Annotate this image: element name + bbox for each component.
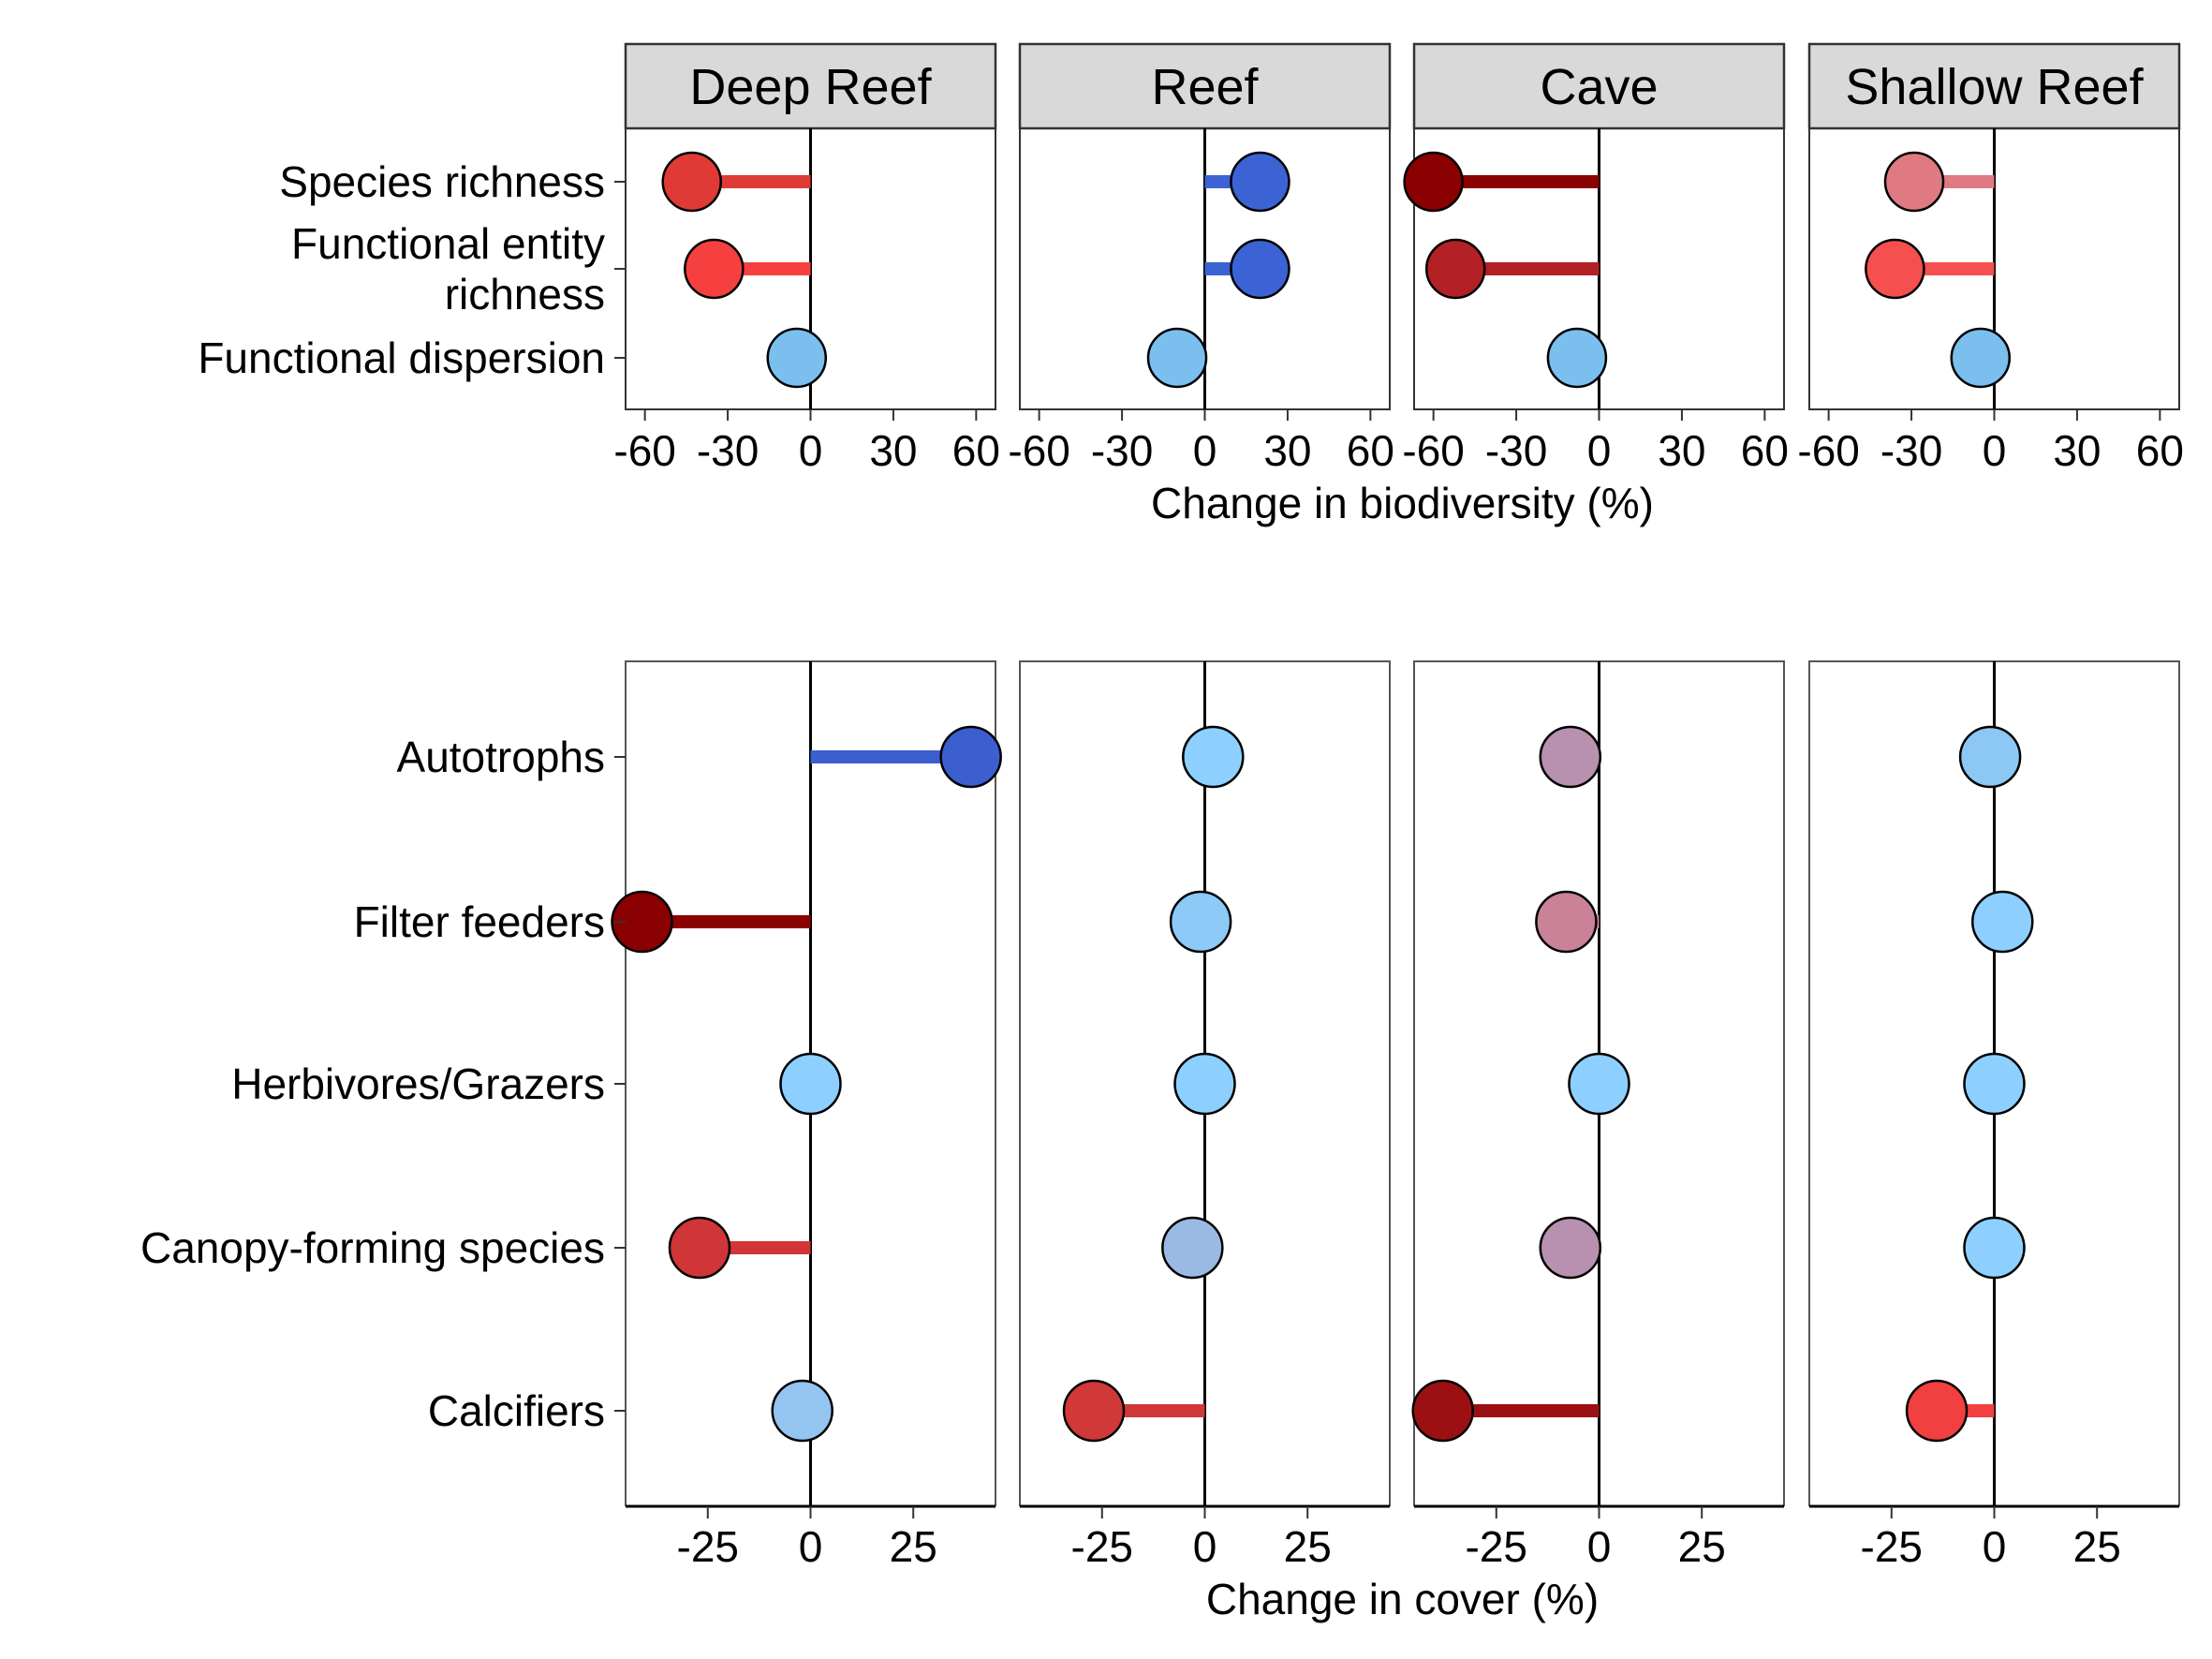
lollipop-point xyxy=(1905,1379,1969,1443)
x-tick-label: 60 xyxy=(2136,426,2184,475)
x-tick-label: -25 xyxy=(1071,1522,1133,1571)
panel-cave: -25 0 25 xyxy=(1411,660,1785,1571)
lollipop-point xyxy=(684,238,745,300)
lollipop-point xyxy=(1568,1052,1630,1116)
strip-label: Deep Reef xyxy=(689,59,932,115)
lollipop-point xyxy=(1146,327,1208,389)
x-tick-label: 0 xyxy=(1587,426,1612,475)
y-category-label: Autotrophs xyxy=(397,733,605,781)
chart-1: Deep Reef -60 -30 0 30 60 Reef -60 -30 0 30 60 Cave -… xyxy=(198,42,2184,527)
panel-reef: -25 0 25 xyxy=(1019,660,1391,1571)
lollipop-point xyxy=(661,151,722,213)
lollipop-point xyxy=(1169,890,1232,954)
x-axis-title: Change in biodiversity (%) xyxy=(1151,479,1654,527)
x-tick-label: -25 xyxy=(677,1522,739,1571)
x-tick-label: -60 xyxy=(1402,426,1464,475)
lollipop-point xyxy=(1411,1379,1474,1443)
x-tick-label: 25 xyxy=(1678,1522,1726,1571)
y-category-label: Calcifiers xyxy=(428,1386,605,1435)
lollipop-point xyxy=(1971,890,2034,954)
panel-shallow-reef: -25 0 25 xyxy=(1808,660,2180,1571)
lollipop-point xyxy=(766,327,828,389)
x-axis-title: Change in cover (%) xyxy=(1206,1575,1599,1623)
x-tick-label: 0 xyxy=(1193,1522,1217,1571)
x-tick-label: -60 xyxy=(1008,426,1069,475)
panel-deep-reef: -25 0 25 xyxy=(611,660,1002,1571)
x-tick-label: 25 xyxy=(2073,1522,2121,1571)
lollipop-point xyxy=(1161,1216,1224,1280)
lollipop-point xyxy=(1546,327,1608,389)
x-tick-label: -60 xyxy=(613,426,675,475)
lollipop-point xyxy=(1963,1216,2026,1280)
x-tick-label: -25 xyxy=(1861,1522,1923,1571)
y-category-label: Functional entity richness xyxy=(291,219,605,318)
x-tick-label: -30 xyxy=(1091,426,1153,475)
x-tick-label: 0 xyxy=(1983,1522,2007,1571)
lollipop-point xyxy=(611,890,673,954)
x-tick-label: 30 xyxy=(869,426,917,475)
x-tick-label: 30 xyxy=(1263,426,1311,475)
lollipop-point xyxy=(1865,238,1925,300)
lollipop-point xyxy=(779,1052,842,1116)
lollipop-point xyxy=(1539,725,1602,789)
strip-header xyxy=(624,42,997,130)
x-tick-label: 0 xyxy=(799,1522,823,1571)
x-tick-label: -30 xyxy=(1880,426,1942,475)
x-tick-label: 60 xyxy=(1741,426,1789,475)
lollipop-point xyxy=(1535,890,1598,954)
x-tick-label: 0 xyxy=(1983,426,2007,475)
x-tick-label: 30 xyxy=(1658,426,1705,475)
x-tick-label: 60 xyxy=(952,426,1000,475)
chart-2: -25 0 25 -25 0 25 -25 0 25 -25 0 25 Autotrophs Filter… xyxy=(140,660,2180,1623)
x-tick-label: -60 xyxy=(1797,426,1859,475)
lollipop-point xyxy=(668,1216,731,1280)
strip-header xyxy=(1807,42,2181,130)
x-tick-label: 60 xyxy=(1347,426,1394,475)
y-category-label: Functional dispersion xyxy=(198,333,605,382)
lollipop-point xyxy=(939,725,1002,789)
y-category-label: Herbivores/Grazers xyxy=(231,1059,605,1108)
x-tick-label: 25 xyxy=(1284,1522,1332,1571)
panel-cave: Cave -60 -30 0 30 60 xyxy=(1402,42,1789,475)
x-tick-label: 0 xyxy=(799,426,823,475)
lollipop-point xyxy=(1230,238,1290,300)
lollipop-point xyxy=(1403,151,1464,213)
x-tick-label: -30 xyxy=(1485,426,1547,475)
x-tick-label: 30 xyxy=(2053,426,2101,475)
lollipop-point xyxy=(1062,1379,1126,1443)
x-tick-label: -30 xyxy=(697,426,759,475)
y-category-label: Filter feeders xyxy=(354,897,605,946)
y-category-label: Canopy-forming species xyxy=(140,1223,605,1272)
lollipop-point xyxy=(1963,1052,2026,1116)
lollipop-point xyxy=(1958,725,2022,789)
lollipop-point xyxy=(1883,151,1945,213)
lollipop-point xyxy=(1173,1052,1236,1116)
lollipop-point xyxy=(771,1379,833,1443)
strip-label: Shallow Reef xyxy=(1845,59,2144,115)
lollipop-point xyxy=(1539,1216,1602,1280)
x-tick-label: 0 xyxy=(1587,1522,1612,1571)
x-tick-label: -25 xyxy=(1466,1522,1527,1571)
strip-label: Cave xyxy=(1540,59,1658,115)
panel-shallow-reef: Shallow Reef -60 -30 0 30 60 xyxy=(1797,42,2184,475)
panel-deep-reef: Deep Reef -60 -30 0 30 60 xyxy=(613,42,1000,475)
lollipop-point xyxy=(1424,238,1486,300)
lollipop-point xyxy=(1230,151,1290,213)
strip-header xyxy=(1018,42,1392,130)
x-tick-label: 25 xyxy=(890,1522,937,1571)
lollipop-point xyxy=(1950,327,2012,389)
x-tick-label: 0 xyxy=(1193,426,1217,475)
panel-reef: Reef -60 -30 0 30 60 xyxy=(1008,42,1394,475)
lollipop-point xyxy=(1182,725,1245,789)
y-category-label: Species richness xyxy=(279,157,605,206)
strip-label: Reef xyxy=(1151,59,1259,115)
